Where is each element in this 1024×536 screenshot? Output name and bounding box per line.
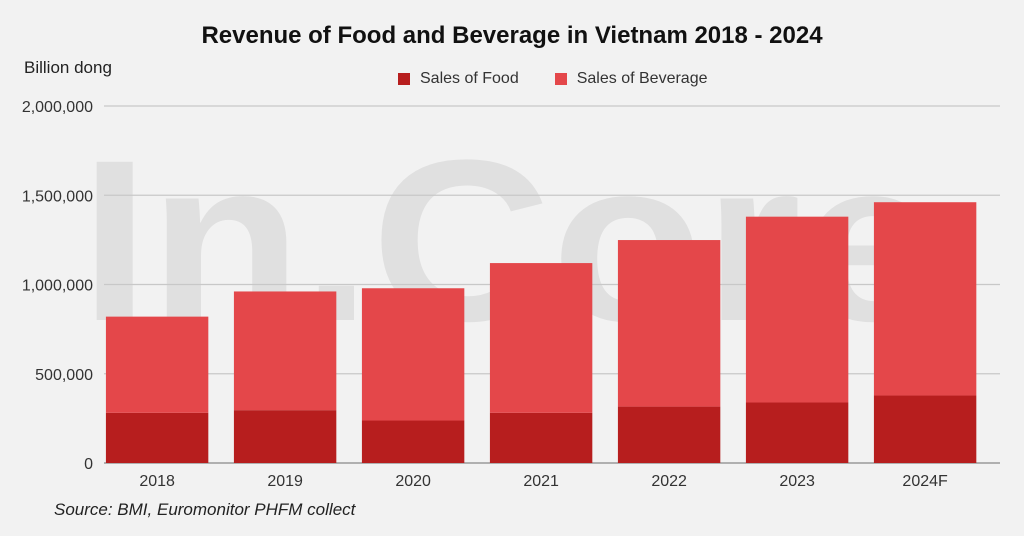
x-tick-label: 2024F xyxy=(902,473,948,490)
legend-swatch-food xyxy=(398,73,410,85)
legend-item-beverage: Sales of Beverage xyxy=(554,70,708,88)
bar-beverage xyxy=(233,291,337,411)
legend-swatch-beverage xyxy=(554,73,567,85)
source-note: Source: BMI, Euromonitor PHFM collect xyxy=(54,500,356,519)
y-tick-label: 2,000,000 xyxy=(22,99,93,116)
bar-food xyxy=(745,402,849,463)
x-tick-label: 2018 xyxy=(139,473,175,490)
bar-food xyxy=(233,410,337,463)
bar-food xyxy=(617,406,721,463)
bar-beverage xyxy=(873,202,977,396)
legend: Sales of Food Sales of Beverage xyxy=(398,70,707,88)
bar-food xyxy=(361,420,465,463)
bar-beverage xyxy=(489,263,593,413)
bar-food xyxy=(105,412,209,463)
bar-beverage xyxy=(105,316,209,413)
legend-item-food: Sales of Food xyxy=(398,70,519,88)
y-tick-label: 0 xyxy=(84,456,93,473)
legend-label-food: Sales of Food xyxy=(420,70,519,87)
x-tick-label: 2023 xyxy=(779,473,815,490)
legend-label-beverage: Sales of Beverage xyxy=(576,70,708,87)
x-tick-label: 2022 xyxy=(651,473,687,490)
x-tick-label: 2021 xyxy=(523,473,559,490)
bar-beverage xyxy=(361,288,465,421)
x-tick-label: 2019 xyxy=(267,473,303,490)
y-tick-label: 500,000 xyxy=(35,367,93,384)
y-tick-label: 1,000,000 xyxy=(22,278,93,295)
y-axis-label: Billion dong xyxy=(24,58,112,77)
bar-food xyxy=(489,412,593,463)
y-tick-label: 1,500,000 xyxy=(22,188,93,205)
bar-beverage xyxy=(745,216,849,403)
chart-title: Revenue of Food and Beverage in Vietnam … xyxy=(201,22,823,49)
bar-beverage xyxy=(617,240,721,407)
x-tick-label: 2020 xyxy=(395,473,431,490)
bar-food xyxy=(873,395,977,463)
